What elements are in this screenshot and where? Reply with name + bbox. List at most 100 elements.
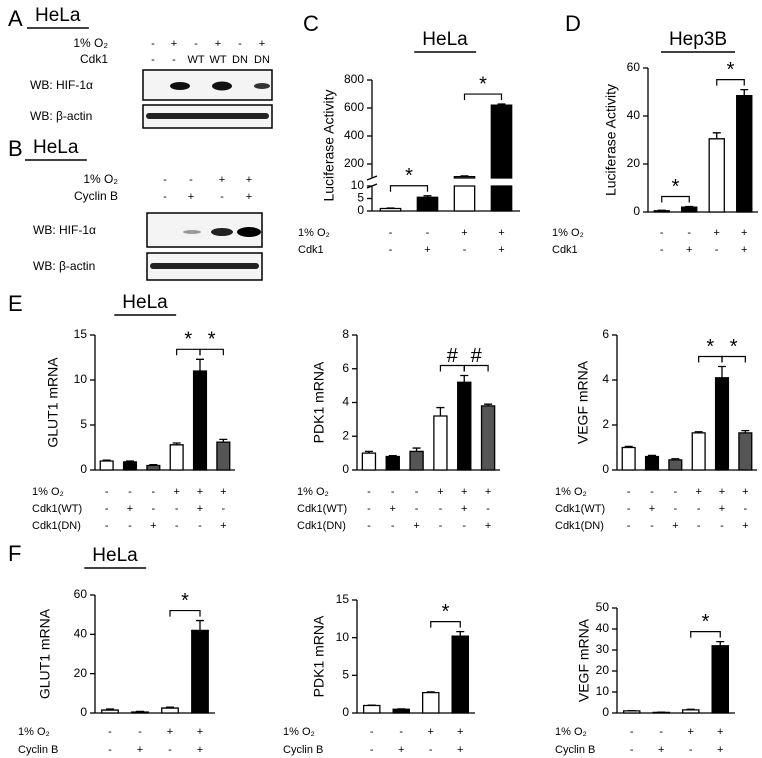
condition-mark: -: [151, 54, 155, 66]
panel-label: E: [8, 291, 23, 316]
bar: [191, 629, 209, 714]
condition-name: 1% O₂: [73, 36, 108, 50]
y-tick-label: 600: [344, 100, 364, 114]
condition-mark: -: [715, 244, 719, 256]
condition-mark: -: [163, 191, 167, 203]
bar: [490, 104, 513, 212]
condition-mark: -: [175, 503, 179, 515]
condition-name: 1% O₂: [555, 726, 587, 738]
bar: [433, 415, 448, 471]
significance-bracket: [716, 79, 745, 86]
bar: [691, 432, 706, 471]
y-axis-label: PDK1 mRNA: [311, 361, 327, 443]
significance-bracket: [690, 631, 721, 638]
condition-mark: +: [498, 244, 504, 256]
condition-mark: WT: [209, 54, 226, 66]
blot-row-label: WB: HIF-1α: [33, 223, 96, 237]
y-tick-label: 40: [596, 621, 610, 635]
condition-mark: +: [259, 38, 265, 50]
error-bar: [740, 88, 749, 96]
error-bar: [456, 630, 465, 637]
condition-mark: +: [137, 744, 143, 756]
error-bar: [460, 175, 469, 177]
y-tick-label: 0: [357, 203, 364, 217]
bar: [451, 635, 470, 714]
y-tick-label: 30: [596, 642, 610, 656]
bar: [101, 709, 119, 714]
condition-mark: -: [175, 520, 179, 532]
condition-mark: +: [390, 503, 396, 515]
blot-frame: [142, 69, 273, 101]
y-tick-label: 60: [74, 587, 88, 601]
condition-mark: -: [108, 744, 112, 756]
condition-mark: -: [687, 227, 691, 239]
condition-mark: -: [105, 503, 109, 515]
condition-mark: +: [398, 744, 404, 756]
y-tick-label: 0: [342, 705, 349, 719]
significance-label: *: [181, 590, 189, 612]
condition-mark: +: [717, 726, 723, 738]
y-tick-label: 4: [602, 372, 609, 386]
condition-mark: -: [689, 744, 693, 756]
bar: [668, 459, 683, 471]
condition-mark: -: [650, 520, 654, 532]
condition-mark: +: [167, 726, 173, 738]
error-bar: [436, 406, 445, 416]
condition-mark: -: [429, 744, 433, 756]
condition-mark: +: [197, 726, 203, 738]
condition-mark: +: [688, 726, 694, 738]
condition-mark: +: [498, 227, 504, 239]
condition-name: Cyclin B: [283, 744, 323, 756]
error-bar: [102, 459, 111, 461]
condition-mark: -: [367, 503, 371, 515]
condition-mark: DN: [232, 54, 248, 66]
bar: [714, 377, 730, 471]
chart-title: Hep3B: [669, 29, 727, 50]
condition-mark: +: [461, 486, 467, 498]
condition-mark: -: [650, 486, 654, 498]
condition-mark: -: [426, 227, 430, 239]
condition-mark: -: [221, 503, 225, 515]
bar: [385, 455, 400, 471]
error-bar: [624, 445, 633, 448]
condition-mark: +: [197, 503, 203, 515]
condition-mark: -: [659, 726, 663, 738]
y-tick-label: 6: [342, 361, 349, 375]
condition-name: Cdk1: [552, 244, 578, 256]
band: [150, 263, 259, 269]
blot-title: HeLa: [33, 137, 79, 158]
bar: [653, 210, 670, 213]
condition-mark: +: [127, 503, 133, 515]
condition-mark: +: [714, 227, 720, 239]
condition-mark: +: [649, 503, 655, 515]
condition-mark: +: [485, 486, 491, 498]
y-tick-label: 20: [74, 666, 88, 680]
condition-mark: -: [194, 38, 198, 50]
error-bar: [136, 710, 144, 713]
error-bar: [648, 454, 656, 457]
band: [237, 227, 261, 237]
significance-label: *: [702, 611, 710, 633]
blot-row-label: WB: HIF-1α: [30, 78, 93, 92]
error-bar: [172, 442, 181, 445]
condition-mark: +: [220, 520, 226, 532]
condition-mark: +: [220, 486, 226, 498]
condition-mark: -: [151, 486, 155, 498]
bar: [361, 452, 377, 471]
error-bar: [694, 431, 703, 433]
significance-label: *: [479, 73, 487, 95]
condition-mark: -: [172, 54, 176, 66]
error-bar: [386, 207, 395, 209]
condition-mark: +: [457, 744, 463, 756]
bar: [457, 381, 472, 471]
condition-mark: +: [717, 744, 723, 756]
y-axis-label: PDK1 mRNA: [311, 615, 327, 697]
error-bar: [196, 358, 204, 371]
y-tick-label: 10: [74, 372, 88, 386]
condition-mark: -: [391, 486, 395, 498]
error-bar: [219, 438, 228, 443]
condition-mark: -: [189, 174, 193, 186]
y-axis-label: VEGF mRNA: [575, 360, 591, 444]
y-tick-label: 0: [80, 462, 87, 476]
